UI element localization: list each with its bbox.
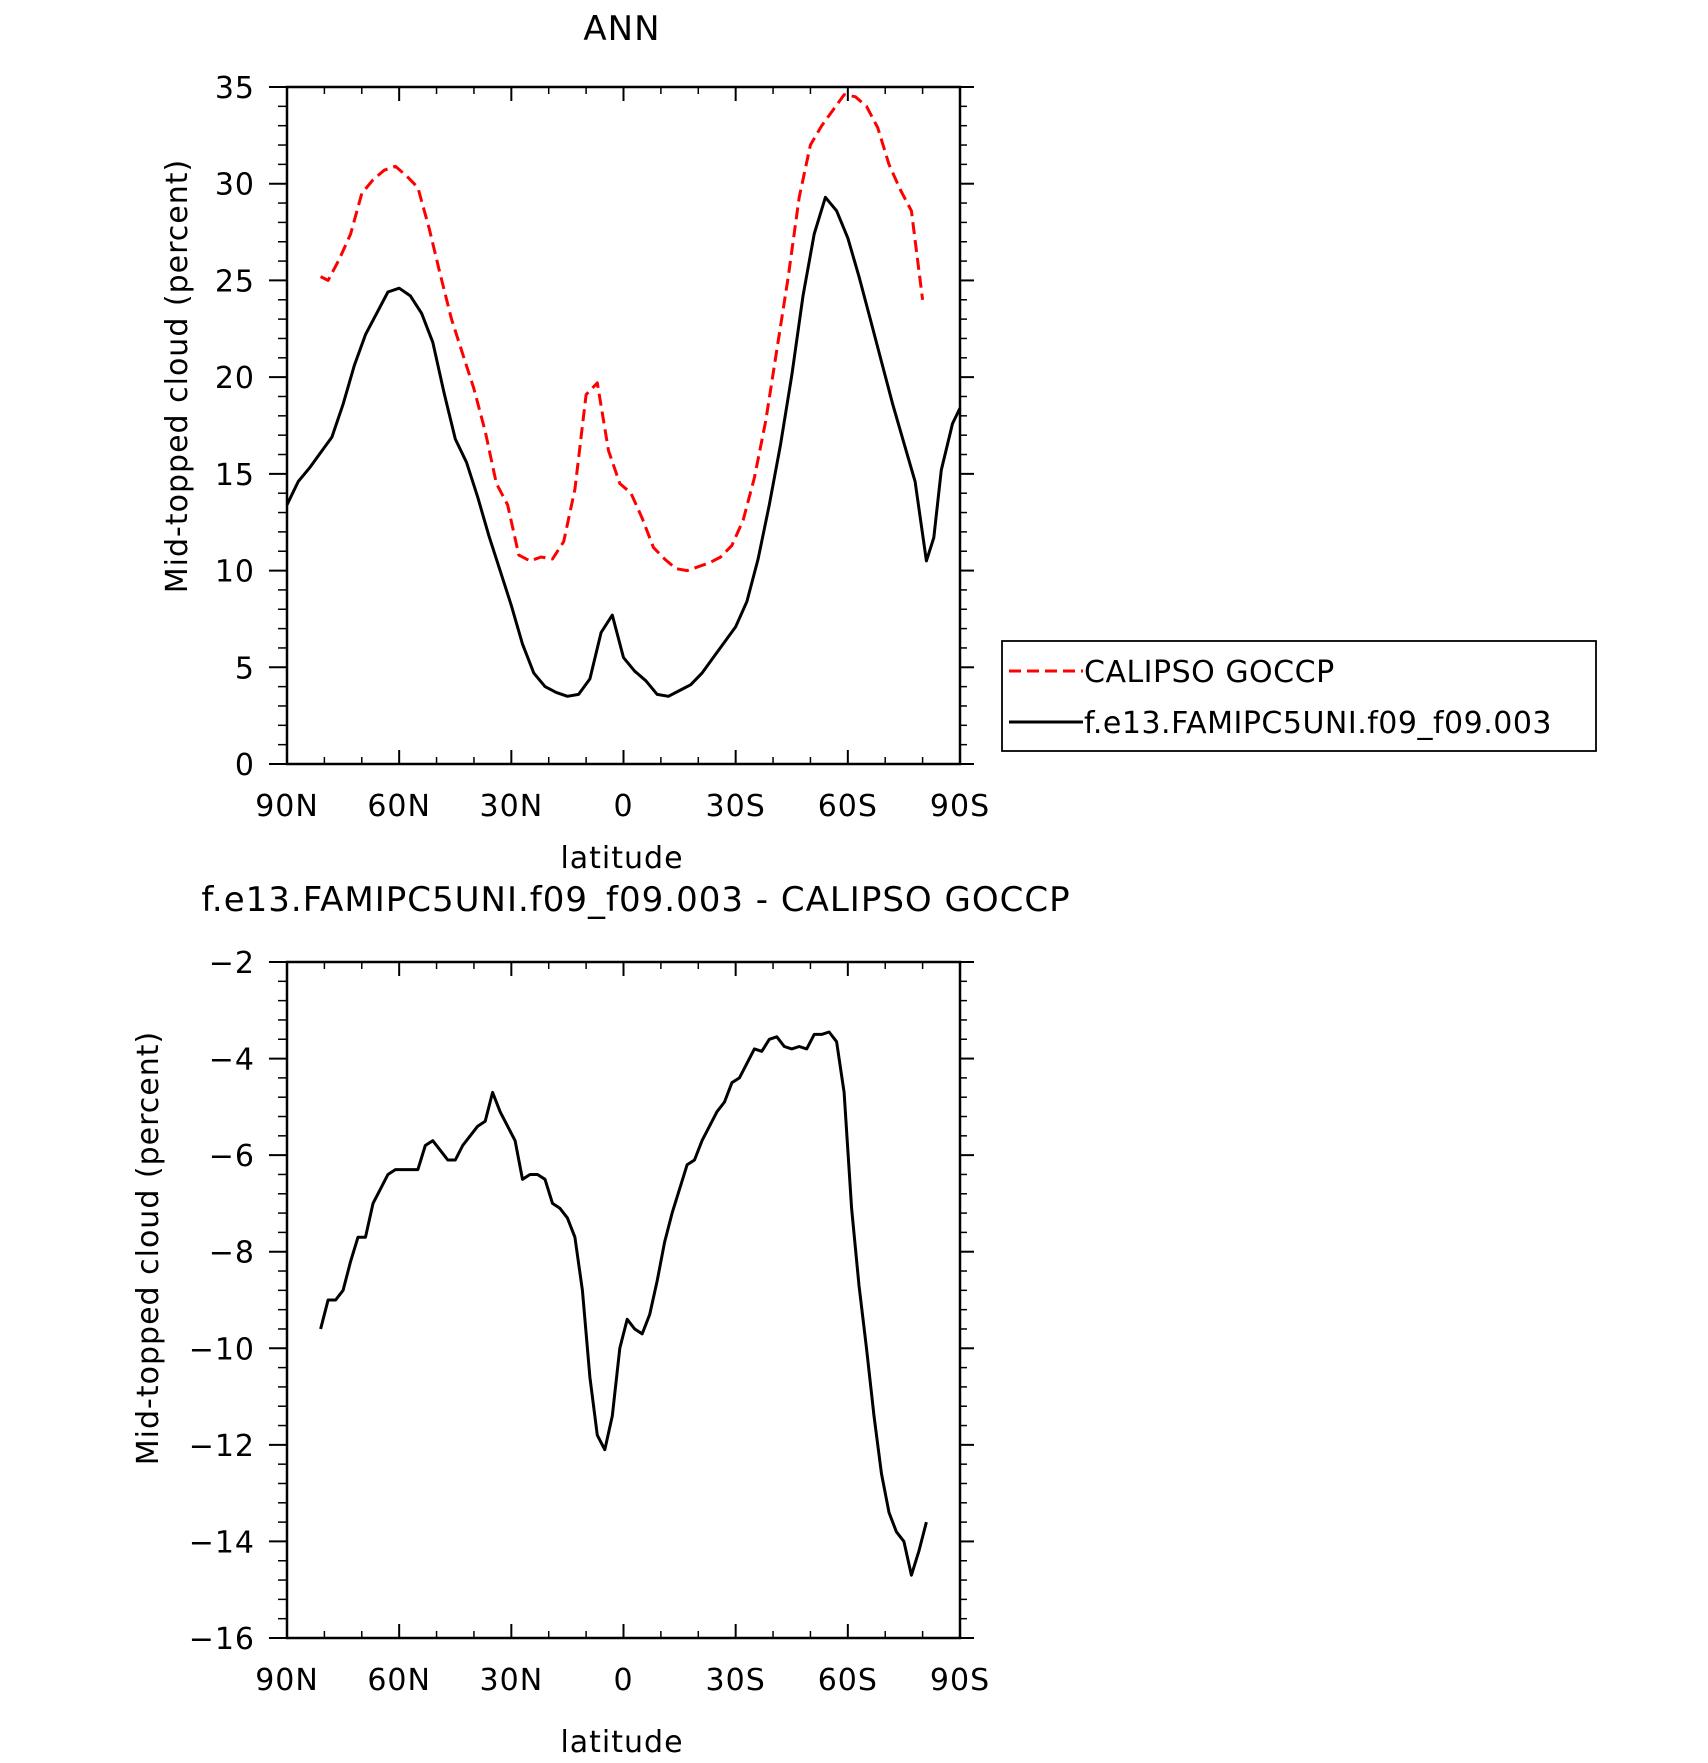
legend-label-model: f.e13.FAMIPC5UNI.f09_f09.003 (1084, 706, 1552, 741)
x-tick-label-3: 0 (613, 789, 633, 824)
x-tick-label-5: 60S (818, 789, 878, 824)
y-tick-label-1: 5 (235, 651, 255, 686)
y-tick-label-2: −12 (189, 1429, 255, 1464)
y-tick-label-3: −10 (189, 1332, 255, 1367)
x-tick-label-6: 90S (930, 789, 990, 824)
x-axis-label-bottom: latitude (560, 1725, 683, 1760)
legend: CALIPSO GOCCP f.e13.FAMIPC5UNI.f09_f09.0… (1001, 640, 1597, 752)
chart-panel-bottom: f.e13.FAMIPC5UNI.f09_f09.003 - CALIPSO G… (131, 880, 1070, 1760)
y-tick-label-4: 20 (215, 361, 255, 396)
series-line-0-0 (319, 93, 925, 573)
plot-frame-top (285, 85, 962, 766)
y-tick-label-1: −14 (189, 1525, 255, 1560)
axis-ticks-bottom: 90N 60N 30N 0 30S 60S 90S −16 −14 −12 −10 −8 −6 −4 −2 (189, 946, 990, 1698)
legend-box (1001, 640, 1597, 752)
y-tick-label-3: 15 (215, 458, 255, 493)
y-tick-label-0: −16 (189, 1622, 255, 1657)
series-group-top (285, 93, 962, 698)
y-tick-label-7: 35 (215, 71, 255, 106)
x-tick-label-6: 90S (930, 1663, 990, 1698)
x-tick-label-1: 60N (367, 1663, 431, 1698)
series-line-1-0 (319, 1030, 928, 1577)
x-axis-label-top: latitude (560, 841, 683, 876)
y-tick-label-4: −8 (209, 1236, 255, 1271)
series-line-0-1 (285, 195, 962, 698)
x-tick-label-1: 60N (367, 789, 431, 824)
x-tick-label-0: 90N (255, 789, 319, 824)
y-tick-label-2: 10 (215, 555, 255, 590)
legend-label-calipso: CALIPSO GOCCP (1084, 655, 1335, 690)
y-axis-label-bottom: Mid-topped cloud (percent) (131, 1031, 166, 1465)
x-tick-label-4: 30S (706, 789, 766, 824)
y-tick-label-5: 25 (215, 264, 255, 299)
x-tick-label-4: 30S (706, 1663, 766, 1698)
y-tick-label-6: 30 (215, 168, 255, 203)
chart-title-top: ANN (583, 9, 660, 49)
chart-panel-top: ANN Mid-topped cloud (percent) latitude … (160, 9, 990, 876)
y-tick-label-6: −4 (209, 1043, 255, 1078)
x-tick-label-2: 30N (480, 1663, 544, 1698)
y-tick-label-5: −6 (209, 1139, 255, 1174)
x-tick-label-5: 60S (818, 1663, 878, 1698)
plot-frame-bottom (285, 960, 962, 1640)
x-tick-label-3: 0 (613, 1663, 633, 1698)
series-group-bottom (319, 1030, 928, 1577)
y-axis-label-top: Mid-topped cloud (percent) (160, 159, 195, 593)
axis-ticks-top: 90N 60N 30N 0 30S 60S 90S 0 5 10 15 20 25 30 35 (215, 71, 990, 824)
x-tick-label-2: 30N (480, 789, 544, 824)
x-tick-label-0: 90N (255, 1663, 319, 1698)
chart-title-bottom: f.e13.FAMIPC5UNI.f09_f09.003 - CALIPSO G… (201, 880, 1070, 920)
y-tick-label-0: 0 (235, 748, 255, 783)
y-tick-label-7: −2 (209, 946, 255, 981)
